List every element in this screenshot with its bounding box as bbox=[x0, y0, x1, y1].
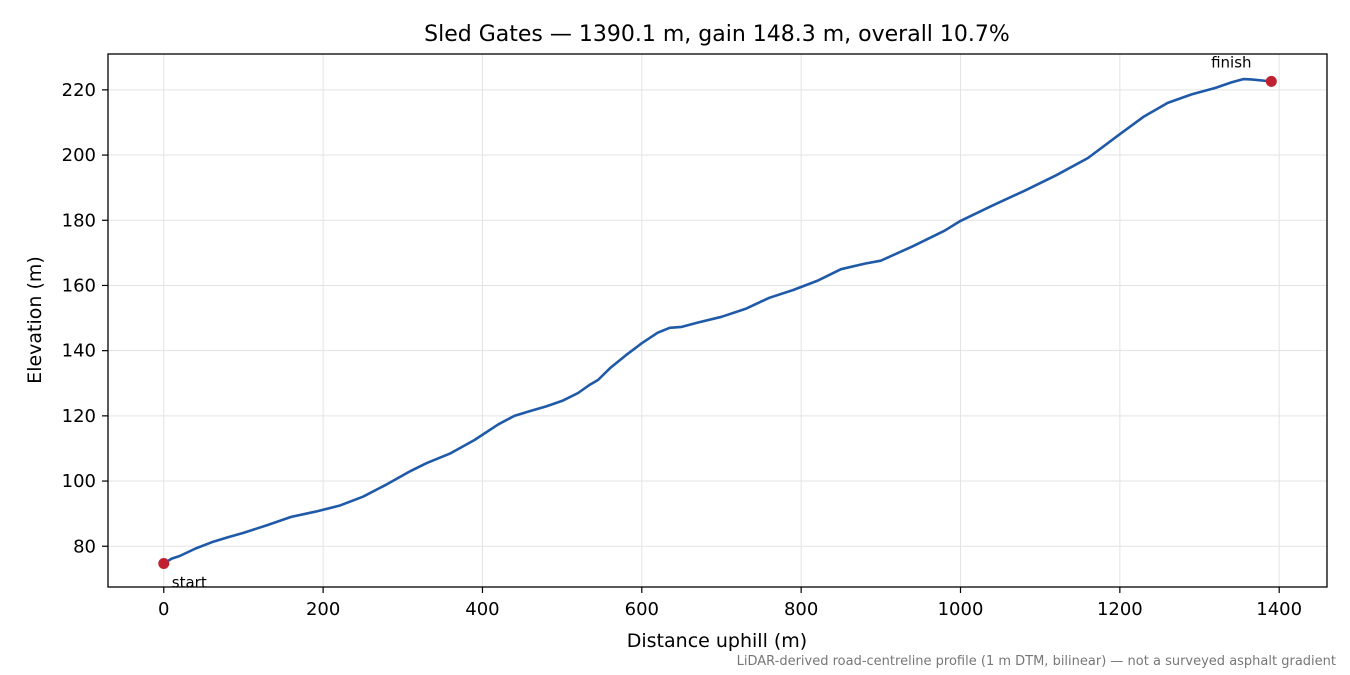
finish-marker bbox=[1265, 75, 1277, 87]
y-tick-label: 220 bbox=[62, 80, 96, 101]
x-tick-label: 200 bbox=[306, 599, 340, 620]
plot-frame bbox=[107, 53, 1328, 588]
x-tick-label: 1200 bbox=[1097, 599, 1143, 620]
x-tick-label: 800 bbox=[784, 599, 818, 620]
y-tick-label: 120 bbox=[62, 406, 96, 427]
x-tick-label: 0 bbox=[158, 599, 169, 620]
y-tick-label: 80 bbox=[73, 536, 96, 557]
y-tick-label: 140 bbox=[62, 341, 96, 362]
x-tick-label: 400 bbox=[465, 599, 499, 620]
start-annotation: start bbox=[172, 574, 207, 592]
x-axis-label: Distance uphill (m) bbox=[627, 630, 807, 652]
x-tick-label: 1000 bbox=[938, 599, 984, 620]
y-tick-label: 100 bbox=[62, 471, 96, 492]
y-axis-ticks: 80 100 120 140 160 180 200 220 bbox=[62, 80, 108, 557]
x-tick-label: 1400 bbox=[1256, 599, 1302, 620]
chart-footnote: LiDAR-derived road-centreline profile (1… bbox=[737, 654, 1336, 669]
y-tick-label: 160 bbox=[62, 275, 96, 296]
chart-title: Sled Gates — 1390.1 m, gain 148.3 m, ove… bbox=[424, 22, 1010, 47]
y-tick-label: 200 bbox=[62, 145, 96, 166]
x-axis-ticks: 0 200 400 600 800 1000 1200 1400 bbox=[158, 587, 1302, 620]
y-tick-label: 180 bbox=[62, 210, 96, 231]
x-tick-label: 600 bbox=[625, 599, 659, 620]
elevation-profile-line bbox=[162, 77, 1273, 565]
y-axis-label: Elevation (m) bbox=[24, 256, 46, 384]
finish-annotation: finish bbox=[1211, 53, 1251, 71]
grid-lines bbox=[108, 54, 1327, 587]
start-marker bbox=[158, 558, 170, 570]
